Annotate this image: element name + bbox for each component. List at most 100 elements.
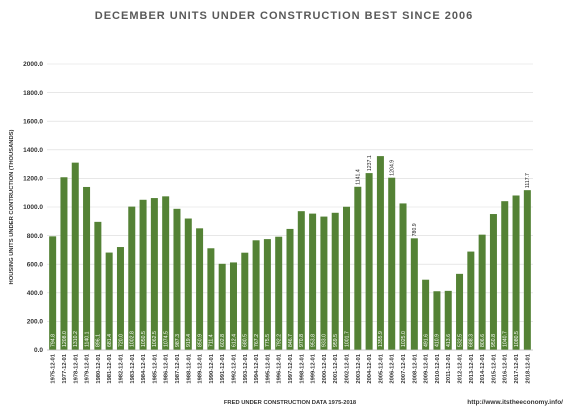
x-tick-label: 1980-12-01 — [96, 353, 102, 383]
bar — [478, 234, 486, 350]
data-label: 1080.5 — [514, 331, 520, 347]
x-tick-label: 1992-12-01 — [231, 353, 237, 383]
bar — [139, 199, 147, 350]
bar — [83, 186, 91, 350]
x-tick-label: 2014-12-01 — [480, 353, 486, 383]
x-tick-label: 2013-12-01 — [469, 353, 475, 383]
data-label: 612.4 — [231, 334, 237, 347]
bar — [523, 190, 531, 350]
x-axis-ticks: 1975-12-01 1977-12-01 1978-12-01 1979-12-01… — [51, 353, 532, 383]
data-label: 1208.0 — [62, 331, 68, 347]
x-tick-label: 1978-12-01 — [73, 353, 79, 383]
data-label: 680.5 — [243, 334, 249, 347]
bar — [49, 236, 57, 350]
x-tick-label: 2008-12-01 — [412, 353, 418, 383]
data-label: 794.8 — [50, 334, 56, 347]
x-tick-label: 1995-12-01 — [265, 353, 271, 383]
bar — [196, 228, 204, 350]
x-tick-label: 2016-12-01 — [503, 353, 509, 383]
x-tick-label: 2012-12-01 — [458, 353, 464, 383]
bar — [173, 208, 181, 350]
bar — [354, 186, 362, 350]
y-tick-label: 400.0 — [27, 290, 44, 297]
data-label: 987.3 — [175, 334, 181, 347]
x-tick-label: 1987-12-01 — [175, 353, 181, 383]
bar — [184, 218, 192, 350]
x-tick-label: 2009-12-01 — [424, 353, 430, 383]
bar — [309, 213, 317, 350]
data-label: 953.8 — [310, 334, 316, 347]
bar — [71, 162, 79, 350]
bar — [376, 156, 384, 350]
bar — [229, 262, 237, 350]
bar — [275, 236, 283, 350]
bar — [286, 228, 294, 350]
x-tick-label: 2017-12-01 — [514, 353, 520, 383]
bar — [94, 221, 102, 350]
bar — [218, 263, 226, 350]
data-label: 1025.0 — [401, 331, 407, 347]
bar — [252, 240, 260, 350]
x-tick-label: 1977-12-01 — [62, 353, 68, 383]
data-label: 792.2 — [276, 334, 282, 347]
x-tick-label: 1975-12-01 — [51, 353, 57, 383]
source-url: http://www.itstheeconomy.info/ — [467, 399, 563, 406]
bar — [433, 291, 441, 350]
x-tick-label: 1994-12-01 — [254, 353, 260, 383]
data-label: 532.5 — [457, 334, 463, 347]
data-label: 720.0 — [118, 334, 124, 347]
x-tick-label: 2002-12-01 — [345, 353, 351, 383]
bar — [105, 252, 113, 350]
data-label: 602.8 — [220, 334, 226, 347]
bar — [456, 273, 464, 350]
x-tick-label: 2004-12-01 — [367, 353, 373, 383]
data-label: 850.9 — [197, 334, 203, 347]
data-label: 933.0 — [322, 334, 328, 347]
y-tick-label: 600.0 — [27, 261, 44, 268]
data-label: 896.1 — [96, 334, 102, 347]
data-label: 491.6 — [423, 334, 429, 347]
data-label: 846.7 — [288, 334, 294, 347]
data-label: 1002.8 — [130, 331, 136, 347]
bar — [422, 279, 430, 350]
bar — [343, 206, 351, 350]
data-label: 413.6 — [446, 334, 452, 347]
x-tick-label: 1993-12-01 — [243, 353, 249, 383]
data-label: 681.4 — [107, 334, 113, 347]
data-label: 780.9 — [412, 223, 418, 236]
bar — [128, 206, 136, 350]
y-tick-label: 2000.0 — [23, 61, 43, 68]
x-tick-label: 1996-12-01 — [277, 353, 283, 383]
bar — [399, 203, 407, 350]
x-tick-label: 1986-12-01 — [164, 353, 170, 383]
data-labels: 794.8 1208.0 1310.2 1140.1 896.1 681.4 720.0 10… — [50, 155, 531, 347]
data-label: 919.4 — [186, 334, 192, 347]
bar — [263, 239, 271, 350]
y-tick-label: 1400.0 — [23, 147, 43, 154]
y-tick-label: 1600.0 — [23, 118, 43, 125]
bar — [162, 196, 170, 350]
data-label: 711.4 — [209, 334, 215, 347]
data-label: 806.6 — [480, 334, 486, 347]
data-label: 959.5 — [333, 334, 339, 347]
data-label: 1117.7 — [525, 173, 531, 188]
x-tick-label: 1983-12-01 — [130, 353, 136, 383]
y-tick-label: 1200.0 — [23, 176, 43, 183]
data-label: 1062.5 — [152, 331, 158, 347]
chart-title: DECEMBER UNITS UNDER CONSTRUCTION BEST S… — [95, 10, 473, 22]
x-axis-label: FRED UNDER CONSTRUCTION DATA 1975-2018 — [224, 400, 357, 406]
data-label: 970.8 — [299, 334, 305, 347]
y-tick-label: 800.0 — [27, 233, 44, 240]
x-tick-label: 1991-12-01 — [220, 353, 226, 383]
x-tick-label: 1997-12-01 — [288, 353, 294, 383]
x-tick-label: 2010-12-01 — [435, 353, 441, 383]
data-label: 1204.9 — [390, 160, 396, 176]
x-tick-label: 2007-12-01 — [401, 353, 407, 383]
data-label: 1074.5 — [163, 331, 169, 347]
bars — [49, 156, 531, 350]
x-tick-label: 2001-12-01 — [333, 353, 339, 383]
x-tick-label: 1989-12-01 — [198, 353, 204, 383]
data-label: 1050.5 — [141, 331, 147, 347]
data-label: 775.5 — [265, 334, 271, 347]
